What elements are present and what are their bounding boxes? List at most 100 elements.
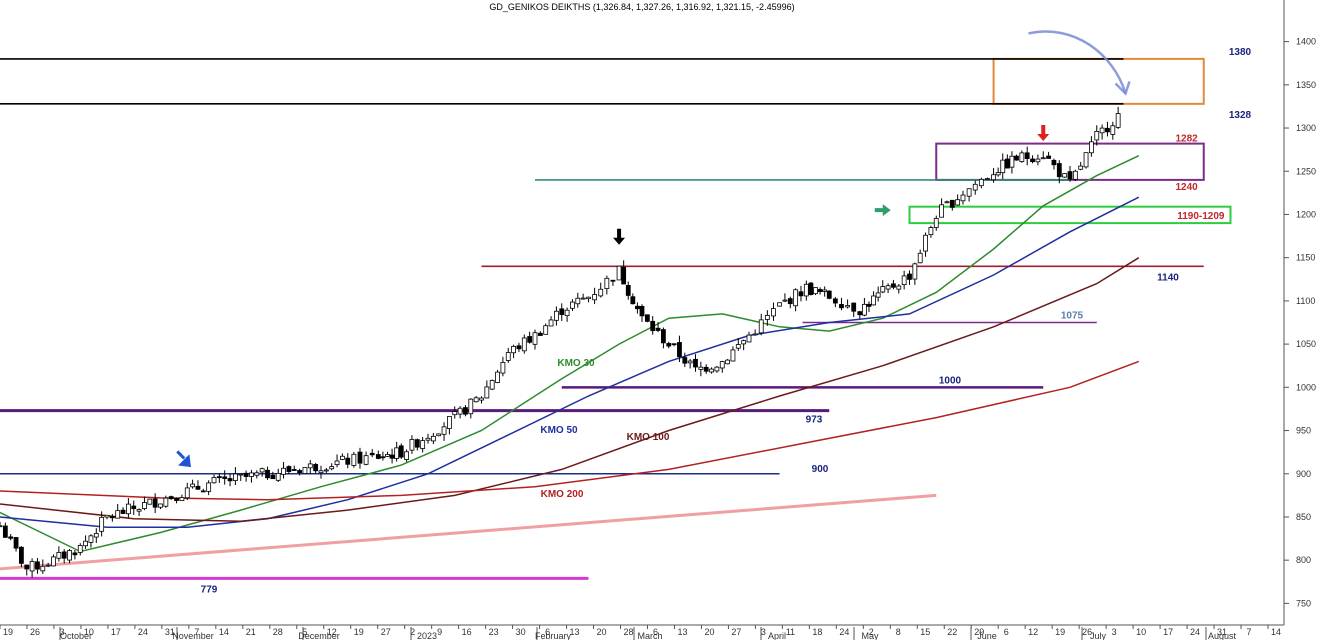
x-tick-label: 11 — [786, 627, 795, 637]
ma-label-0: KMO 30 — [557, 358, 595, 369]
candle-body — [216, 476, 222, 479]
candle-body — [907, 273, 912, 280]
candle-body — [1105, 127, 1110, 133]
candle-body — [351, 453, 357, 466]
candle-body — [104, 514, 110, 518]
candle-body — [425, 437, 431, 441]
candle-body — [249, 472, 254, 477]
candle-body — [45, 564, 51, 567]
candle-body — [725, 359, 730, 365]
x-tick-label: 10 — [1136, 627, 1146, 637]
candle-body — [764, 315, 770, 320]
candle-body — [334, 460, 340, 466]
candle-body — [851, 302, 857, 312]
candle-body — [398, 445, 404, 458]
x-tick-label: 8 — [896, 627, 901, 637]
x-month-label: August — [1208, 631, 1237, 640]
y-tick-label: 1250 — [1296, 166, 1316, 176]
candle-body — [297, 470, 303, 474]
candle-body — [1094, 131, 1100, 141]
candle-body — [227, 478, 233, 482]
horizontal-levels: 1380 1328 1140 1075 1000 973 900 779 — [0, 47, 1252, 595]
candle-body — [995, 172, 1001, 176]
candle-body — [586, 296, 591, 300]
ma-line-0 — [0, 155, 1140, 553]
candle-body — [232, 473, 238, 481]
candle-body — [1067, 171, 1073, 180]
candle-body — [616, 265, 622, 281]
candle-body — [912, 263, 918, 280]
x-tick-label: 23 — [489, 627, 499, 637]
candle-body — [621, 266, 627, 285]
candle-body — [1110, 125, 1116, 135]
candle-body — [281, 467, 286, 475]
candle-body — [955, 199, 961, 206]
candle-body — [184, 487, 190, 499]
candle-body — [949, 199, 955, 208]
candle-body — [661, 329, 666, 344]
candle-body — [505, 352, 511, 361]
x-tick-label: 2 — [869, 627, 874, 637]
x-tick-label: 14 — [1271, 627, 1281, 637]
x-month-label: November — [172, 631, 214, 640]
candle-body — [357, 451, 363, 464]
x-tick-label: 14 — [219, 627, 229, 637]
candle-body — [857, 311, 863, 316]
candle-body — [457, 407, 463, 415]
ma-label-3: KMO 200 — [541, 489, 584, 500]
y-tick-label: 850 — [1296, 512, 1311, 522]
x-tick-label: 12 — [1028, 627, 1038, 637]
y-tick-label: 1300 — [1296, 123, 1316, 133]
x-tick-label: 30 — [516, 627, 526, 637]
x-tick-label: 29 — [974, 627, 984, 637]
candle-body — [527, 336, 533, 343]
candle-body — [817, 289, 823, 293]
x-tick-label: 3 — [59, 627, 64, 637]
candle-body — [495, 371, 500, 383]
candle-body — [635, 305, 640, 310]
candle-body — [896, 285, 902, 290]
x-tick-label: 6 — [1004, 627, 1009, 637]
candle-body — [1024, 152, 1030, 159]
candle-body — [532, 332, 538, 345]
x-tick-label: 26 — [30, 627, 40, 637]
candle-body — [580, 297, 586, 300]
candle-body — [394, 447, 400, 459]
level-label-8: 779 — [201, 584, 218, 595]
x-tick-label: 20 — [704, 627, 714, 637]
moving-averages: KMO 30 KMO 50 KMO 100 KMO 200 — [0, 155, 1140, 553]
curved-arrow-icon — [1028, 30, 1127, 94]
candle-body — [639, 306, 645, 317]
candle-body — [179, 497, 185, 502]
x-month-label: March — [637, 631, 662, 640]
y-tick-label: 800 — [1296, 555, 1311, 565]
candle-body — [88, 535, 94, 543]
candle-body — [741, 340, 747, 345]
candle-body — [1056, 163, 1062, 178]
candle-body — [985, 178, 990, 180]
zone-0 — [992, 57, 1205, 105]
x-tick-label: 19 — [354, 627, 364, 637]
candle-body — [746, 334, 752, 343]
candle-body — [265, 469, 270, 479]
candle-body — [385, 454, 390, 457]
candle-body — [511, 345, 517, 354]
trendline — [0, 493, 937, 571]
y-tick-label: 900 — [1296, 469, 1311, 479]
x-tick-label: 24 — [1190, 627, 1200, 637]
x-tick-label: 22 — [947, 627, 957, 637]
candle-body — [1046, 155, 1051, 159]
curved-arrow-head-icon — [1114, 81, 1131, 96]
x-tick-label: 6 — [653, 627, 658, 637]
ma-line-3 — [0, 360, 1140, 501]
y-tick-label: 1100 — [1296, 296, 1315, 306]
candle-body — [404, 451, 410, 460]
y-tick-label: 1150 — [1296, 253, 1315, 263]
candle-body — [93, 533, 99, 538]
candle-body — [313, 464, 319, 472]
candle-body — [1004, 158, 1010, 169]
candle-body — [436, 433, 442, 437]
x-month-label: May — [861, 631, 879, 640]
candle-body — [291, 469, 297, 471]
ma-label-2: KMO 100 — [627, 432, 670, 443]
